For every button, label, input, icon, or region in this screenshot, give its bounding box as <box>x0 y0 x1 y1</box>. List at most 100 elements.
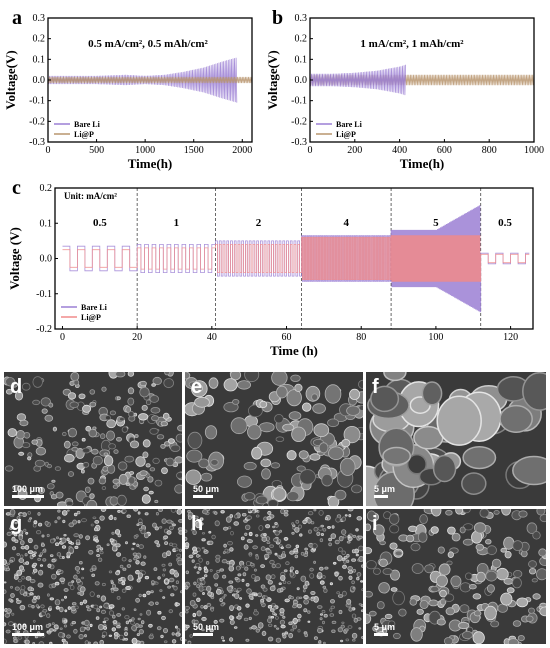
sem-grain <box>383 372 407 382</box>
sem-grain <box>338 609 343 615</box>
sem-grain <box>171 639 177 644</box>
sem-grain <box>313 509 317 512</box>
sem-grain <box>372 567 381 575</box>
sem-grain <box>112 583 117 589</box>
sem-grain <box>39 564 44 567</box>
sem-grain <box>341 621 345 625</box>
sem-grain <box>61 598 65 602</box>
sem-grain <box>346 405 361 416</box>
sem-grain <box>202 592 205 596</box>
sem-grain <box>291 522 295 526</box>
sem-grain <box>236 565 241 571</box>
sem-grain <box>356 572 362 577</box>
sem-grain <box>85 605 90 609</box>
sem-grain <box>237 475 253 488</box>
sem-grain <box>101 386 107 392</box>
sem-grain <box>226 585 233 592</box>
sem-grain <box>175 633 180 637</box>
sem-grain <box>4 622 7 627</box>
panel-letter-g: g <box>10 513 23 535</box>
sem-grain <box>244 372 260 383</box>
sem-grain <box>290 374 301 383</box>
panel-letter-d: d <box>10 376 23 398</box>
sem-grain <box>154 526 159 531</box>
sem-grain <box>138 593 142 598</box>
sem-grain <box>500 592 513 606</box>
sem-grain <box>19 419 29 427</box>
sem-grain <box>159 589 163 592</box>
sem-grain <box>133 608 137 611</box>
sem-grain <box>327 418 340 428</box>
chart-b: b 1 mA/cm², 1 mAh/cm² 0 200 400 600 800 1000 -… <box>265 7 544 171</box>
sem-grain <box>246 588 252 594</box>
sem-grain <box>61 537 67 544</box>
sem-grain <box>162 412 170 420</box>
sem-grain <box>223 378 238 392</box>
sem-grain <box>304 580 310 586</box>
sem-grain <box>129 440 140 449</box>
sem-grain <box>428 599 439 607</box>
sem-grain <box>261 630 267 637</box>
sem-grain <box>337 594 344 598</box>
sem-grain <box>170 593 175 597</box>
sem-grain <box>166 550 172 557</box>
sem-grain <box>145 399 152 406</box>
sem-grain <box>70 372 80 382</box>
sem-grain <box>84 486 91 493</box>
sem-grain <box>140 561 146 566</box>
sem-grain <box>229 563 233 567</box>
sem-grain <box>103 626 107 630</box>
sem-grain <box>4 559 7 566</box>
sem-grain <box>154 540 160 544</box>
sem-grain <box>294 383 303 392</box>
sem-grain <box>329 599 335 604</box>
sem-grain <box>121 588 127 593</box>
sem-grain <box>292 600 299 604</box>
sem-grain <box>66 634 71 639</box>
sem-grain <box>263 533 267 537</box>
sem-grain <box>206 585 212 592</box>
sem-grain <box>194 619 199 625</box>
sem-grain <box>109 496 119 506</box>
sem-grain <box>133 509 139 512</box>
sem-grain <box>264 595 268 600</box>
sem-grain <box>11 531 15 535</box>
sem-grain <box>389 569 401 581</box>
sem-grain <box>48 402 54 408</box>
sem-grain <box>291 426 306 443</box>
sem-grain <box>329 582 333 586</box>
sem-grain <box>44 414 54 422</box>
sem-grain <box>24 553 28 557</box>
y-tick-label-b: 0.2 <box>295 34 308 45</box>
sem-grain <box>436 618 446 626</box>
sem-grain <box>106 419 117 429</box>
sem-grain <box>270 574 276 580</box>
sem-grain <box>255 534 259 537</box>
sem-grain <box>203 549 207 552</box>
sem-grain <box>360 609 363 612</box>
sem-texture <box>4 372 182 506</box>
sem-grain <box>141 404 148 411</box>
sem-grain <box>140 620 145 625</box>
sem-grain <box>102 620 107 624</box>
sem-grain <box>97 557 103 562</box>
sem-grain <box>146 609 152 616</box>
sem-grain <box>251 574 256 579</box>
sem-grain <box>185 610 189 614</box>
y-tick-label-b: -0.1 <box>291 96 307 107</box>
sem-grain <box>208 530 212 534</box>
sem-grain <box>94 527 98 532</box>
sem-grain <box>50 494 58 500</box>
sem-grain <box>237 380 251 390</box>
sem-grain <box>32 523 37 528</box>
sem-grain <box>111 627 116 632</box>
sem-grain <box>213 619 218 624</box>
sem-grain <box>137 617 141 621</box>
sem-grain <box>46 483 55 490</box>
sem-grain <box>485 570 498 582</box>
sem-grain <box>424 564 434 574</box>
sem-grain <box>17 579 22 583</box>
sem-grain <box>248 553 253 557</box>
sem-grain <box>11 546 17 551</box>
sem-grain <box>131 637 138 644</box>
